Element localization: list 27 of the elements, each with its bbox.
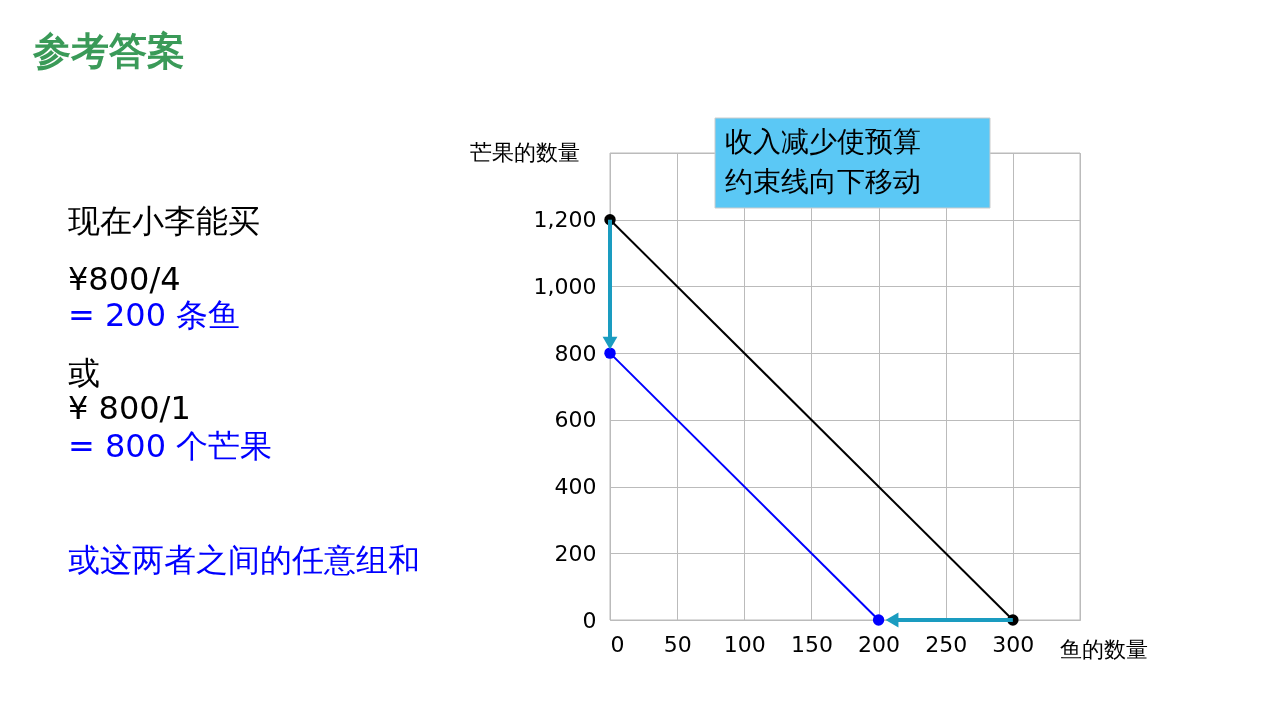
point (872, 614, 885, 626)
text: ¥800/4 (68, 260, 181, 298)
y-tick-label: 1,000 (533, 273, 597, 299)
text: = 200 条鱼 (68, 296, 241, 334)
x-tick-label: 50 (663, 631, 692, 657)
text: 或 (68, 354, 100, 392)
x-axis-title: 鱼的数量 (1060, 637, 1148, 662)
y-tick-label: 0 (582, 607, 597, 633)
text: 现在小李能买 (68, 202, 260, 240)
y-tick-label: 400 (554, 474, 597, 500)
x-tick-label: 200 (858, 631, 901, 657)
y-tick-label: 800 (554, 340, 597, 366)
text: ¥ 800/1 (68, 389, 191, 427)
annotation: 收入减少使预算约束线向下移动 (725, 125, 921, 198)
x-tick-label: 300 (992, 631, 1035, 657)
x-tick-label: 250 (925, 631, 968, 657)
x-tick-label: 0 (610, 631, 625, 657)
x-tick-label: 100 (723, 631, 766, 657)
text: = 800 个芒果 (68, 427, 273, 465)
y-axis-title: 芒果的数量 (470, 140, 580, 165)
text: 或这两者之间的任意组和 (68, 541, 420, 579)
point (604, 347, 616, 359)
x-tick-label: 150 (790, 631, 833, 657)
y-tick-label: 200 (554, 540, 597, 566)
y-tick-label: 600 (554, 407, 597, 433)
y-tick-label: 1,200 (533, 207, 597, 233)
text: 参考答案 (32, 29, 185, 73)
